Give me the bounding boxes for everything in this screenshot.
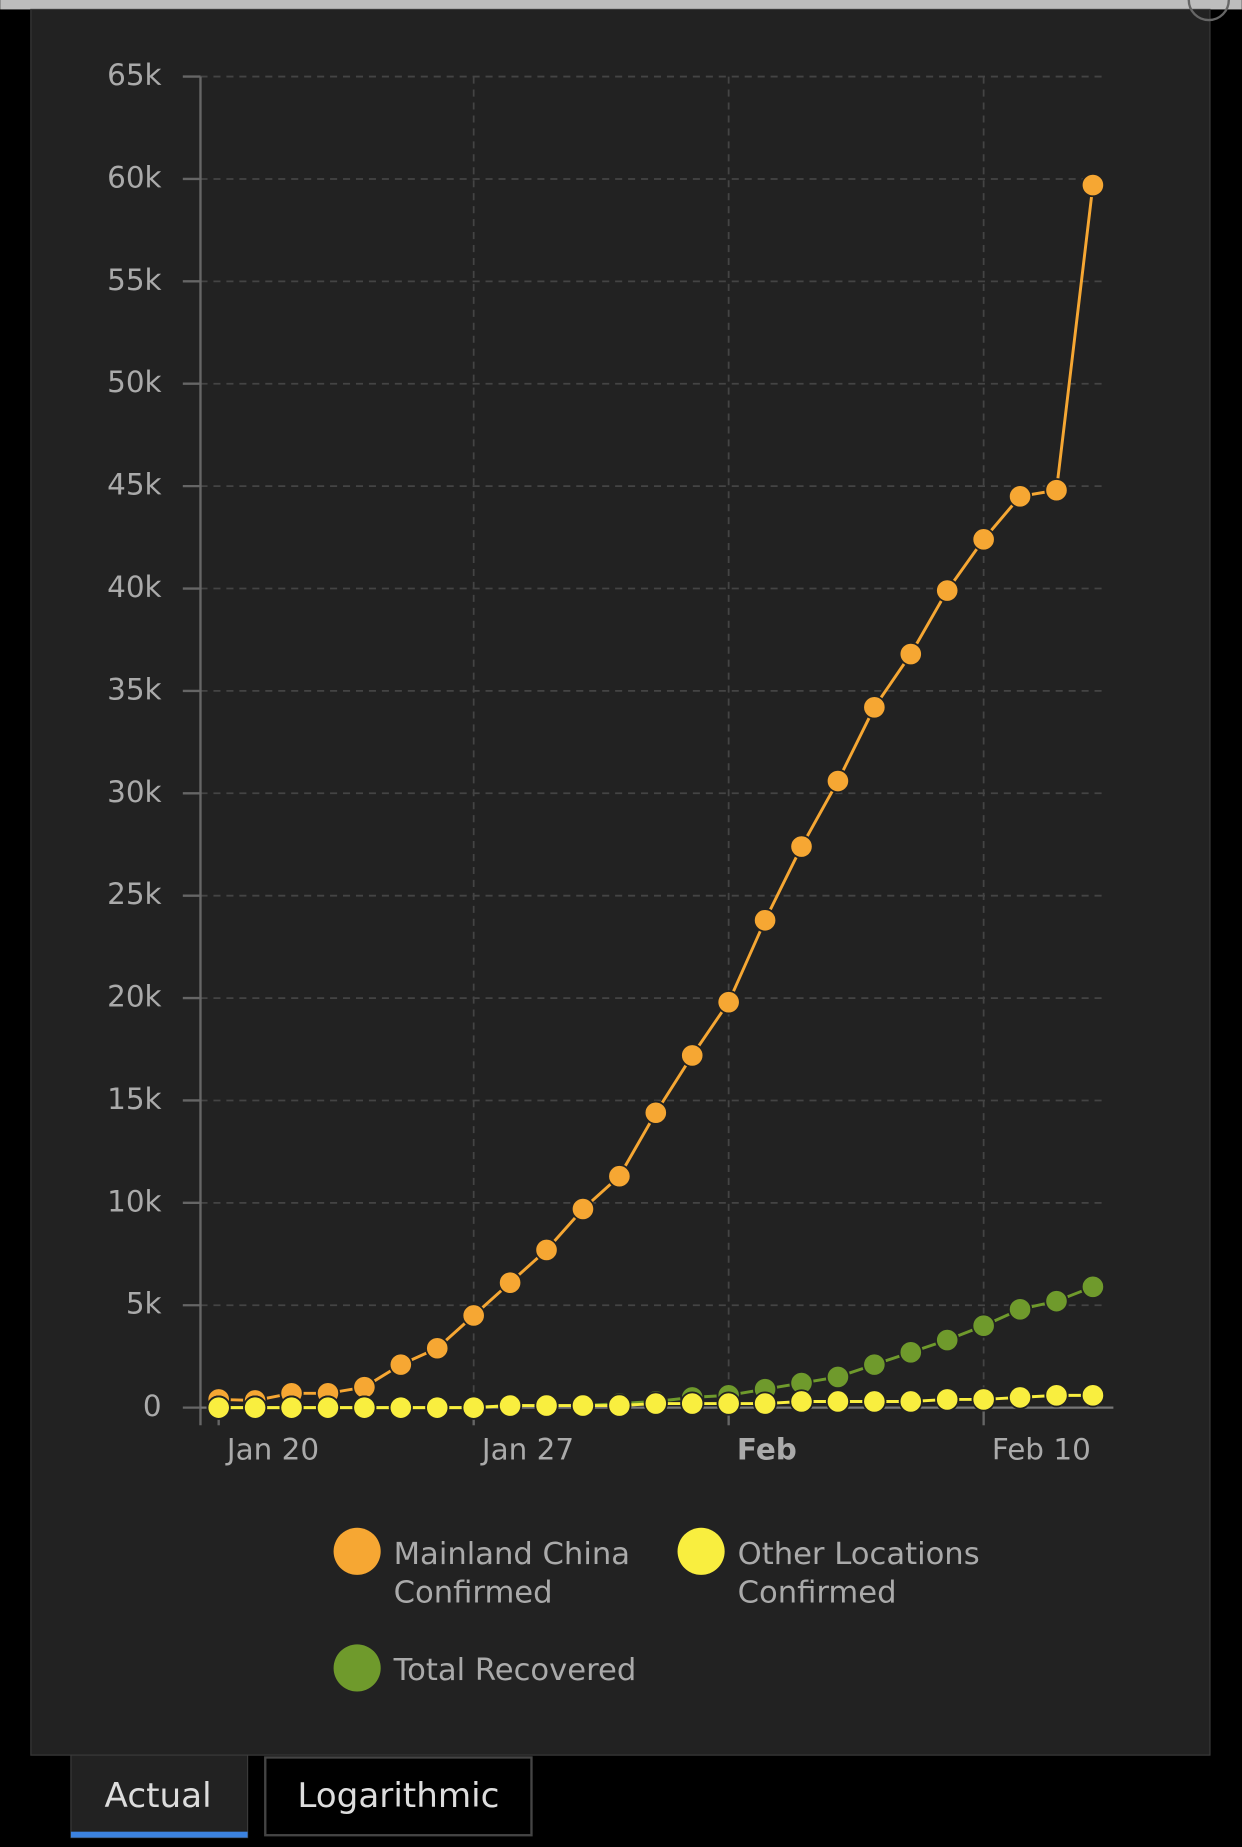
plot: 0 5k 10k 15k 20k 25k 30k 35k 40k 45k 50k 55k 60k 65k J… <box>107 58 1114 1467</box>
legend-line: Other Locations <box>738 1536 980 1571</box>
data-point <box>716 1391 741 1416</box>
data-point <box>935 1327 960 1353</box>
data-point <box>898 1340 923 1365</box>
data-point <box>206 1395 231 1420</box>
button-logarithmic[interactable]: Logarithmic <box>264 1756 533 1837</box>
data-point <box>862 1389 887 1414</box>
data-point <box>898 641 923 667</box>
data-point <box>1007 484 1033 509</box>
data-point <box>534 1393 559 1418</box>
data-point <box>825 1389 851 1414</box>
data-point <box>935 1387 960 1412</box>
data-point <box>680 1391 705 1416</box>
x-tick-label: Jan 27 <box>480 1433 574 1467</box>
legend-line: Confirmed <box>394 1575 553 1610</box>
data-point <box>825 768 851 794</box>
legend-marker <box>333 1527 381 1575</box>
data-point <box>1007 1297 1033 1322</box>
data-point <box>1080 173 1105 198</box>
top-bar <box>0 0 1242 10</box>
panel <box>30 8 1211 1756</box>
data-point <box>425 1395 450 1420</box>
data-point <box>607 1393 632 1418</box>
legend-line: Confirmed <box>738 1575 897 1610</box>
y-tick-label: 15k <box>107 1082 162 1116</box>
data-point <box>279 1395 304 1420</box>
data-point <box>315 1395 341 1420</box>
y-tick-label: 40k <box>107 570 162 604</box>
y-tick-label: 65k <box>107 58 162 92</box>
data-point <box>1044 1289 1069 1314</box>
close-icon[interactable] <box>1187 0 1230 22</box>
data-point <box>971 1313 996 1338</box>
x-tick-label: Feb <box>737 1433 797 1467</box>
y-tick-label: 0 <box>143 1389 162 1423</box>
data-point <box>498 1270 523 1295</box>
data-point <box>388 1352 413 1377</box>
legend-line: Mainland China <box>394 1536 630 1571</box>
legend-label: Mainland China Confirmed <box>394 1536 630 1610</box>
y-tick-label: 10k <box>107 1184 162 1218</box>
legend-marker <box>333 1644 381 1692</box>
data-point <box>643 1391 668 1416</box>
x-tick-label: Jan 20 <box>225 1433 319 1467</box>
data-point <box>1007 1385 1033 1410</box>
data-point <box>1080 1274 1105 1299</box>
data-point <box>352 1375 377 1400</box>
legend-marker <box>677 1527 725 1575</box>
legend: Mainland China Confirmed Other Locations Co… <box>333 1527 980 1692</box>
data-point <box>971 1387 996 1412</box>
data-point <box>461 1395 486 1420</box>
data-point <box>461 1303 486 1328</box>
data-point <box>971 527 996 552</box>
legend-label: Total Recovered <box>393 1653 637 1688</box>
data-point <box>534 1237 559 1263</box>
data-point <box>753 1391 778 1416</box>
data-point <box>862 695 887 720</box>
data-point <box>243 1395 268 1420</box>
data-point <box>425 1336 450 1361</box>
data-point <box>388 1395 413 1420</box>
legend-label: Other Locations Confirmed <box>738 1536 980 1610</box>
data-point <box>498 1393 523 1418</box>
data-point <box>570 1393 596 1418</box>
button-label[interactable]: Actual <box>105 1776 212 1816</box>
data-point <box>1080 1383 1105 1408</box>
data-point <box>1044 478 1069 503</box>
data-point <box>825 1364 851 1389</box>
button-actual[interactable]: Actual <box>70 1754 249 1839</box>
y-tick-label: 20k <box>107 980 162 1014</box>
button-label[interactable]: Logarithmic <box>297 1776 499 1816</box>
x-tick-label: Feb 10 <box>992 1433 1091 1467</box>
y-tick-label: 45k <box>107 468 162 502</box>
y-tick-label: 25k <box>107 877 162 911</box>
data-point <box>789 834 814 859</box>
data-point <box>716 990 741 1015</box>
data-point <box>789 1389 814 1414</box>
data-point <box>570 1196 596 1222</box>
data-point <box>607 1164 632 1189</box>
y-tick-label: 5k <box>126 1287 162 1321</box>
data-point <box>753 908 778 933</box>
data-point <box>1044 1383 1069 1408</box>
data-point <box>352 1395 377 1420</box>
y-tick-label: 60k <box>107 160 162 194</box>
y-tick-label: 55k <box>107 263 162 297</box>
y-tick-label: 35k <box>107 672 162 706</box>
data-point <box>935 578 960 603</box>
data-point <box>862 1352 887 1377</box>
y-tick-label: 30k <box>107 775 162 809</box>
y-tick-label: 50k <box>107 365 162 399</box>
data-point <box>680 1043 705 1068</box>
data-point <box>643 1100 668 1125</box>
data-point <box>898 1389 923 1414</box>
